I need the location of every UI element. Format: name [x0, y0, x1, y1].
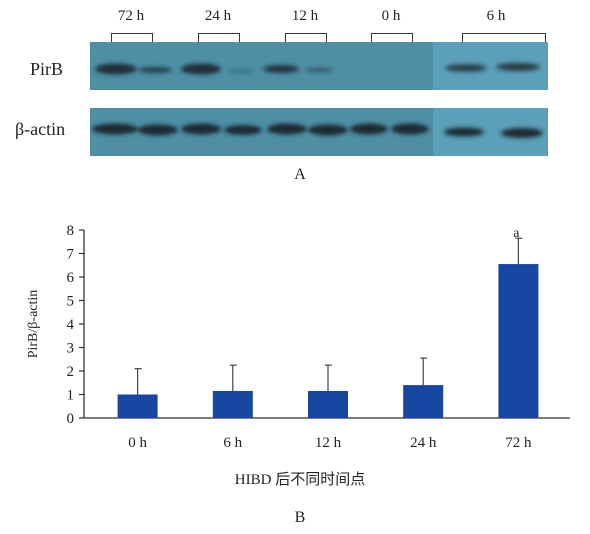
- x-axis-title: HIBD 后不同时间点: [235, 471, 365, 488]
- western-blot-image: [90, 42, 548, 156]
- y-tick-label: 3: [67, 341, 75, 357]
- y-tick-label: 6: [67, 270, 75, 286]
- bar: [498, 264, 539, 418]
- x-tick-label: 0 h: [128, 435, 147, 451]
- lane-bracket-72h: [111, 33, 153, 42]
- bar: [403, 385, 444, 418]
- lane-bracket-6h: [462, 33, 546, 42]
- row-label-pirb: PirB: [30, 59, 64, 79]
- panel-a-caption: A: [294, 166, 306, 183]
- bar: [117, 394, 158, 418]
- time-label-6h: 6 h: [486, 8, 506, 24]
- y-tick-label: 5: [67, 294, 75, 310]
- significance-label: a: [513, 226, 520, 241]
- time-label-24h: 24 h: [204, 8, 232, 24]
- bar: [212, 390, 253, 418]
- x-tick-label: 6 h: [223, 435, 242, 451]
- x-tick-label: 12 h: [315, 435, 342, 451]
- y-tick-label: 4: [67, 317, 75, 333]
- bar: [308, 390, 348, 418]
- y-tick-label: 0: [67, 411, 75, 427]
- lane-bracket-12h: [285, 33, 327, 42]
- x-tick-label: 24 h: [410, 435, 437, 451]
- x-tick-label: 72 h: [505, 435, 532, 451]
- y-tick-label: 8: [67, 223, 75, 239]
- row-label-beta-actin: β-actin: [15, 119, 66, 139]
- y-axis-title: PirB/β-actin: [26, 290, 41, 359]
- time-label-12h: 12 h: [291, 8, 319, 24]
- y-tick-label: 2: [67, 364, 75, 380]
- time-label-0h: 0 h: [381, 8, 401, 24]
- lane-bracket-24h: [198, 33, 240, 42]
- panel-b-caption: B: [294, 509, 306, 526]
- time-label-72h: 72 h: [117, 8, 145, 24]
- y-tick-label: 7: [67, 247, 75, 263]
- y-tick-label: 1: [67, 388, 75, 404]
- lane-bracket-0h: [371, 33, 413, 42]
